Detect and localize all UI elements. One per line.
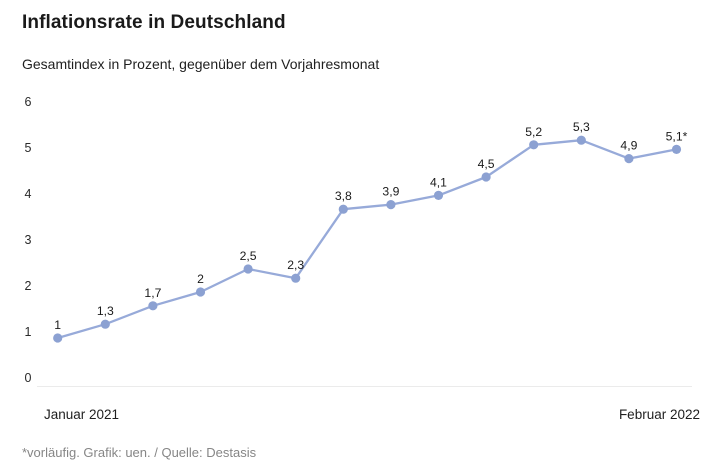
y-axis-tick-label: 5 [25, 141, 32, 155]
data-point [671, 144, 682, 154]
line-series [56, 139, 678, 340]
source-note: *vorläufig. Grafik: uen. / Quelle: Desta… [22, 445, 257, 460]
data-point-label: 5,1* [666, 129, 688, 143]
data-point-label: 2,5 [240, 249, 257, 263]
data-point-label: 5,2 [525, 125, 542, 139]
chart-subtitle: Gesamtindex in Prozent, gegenüber dem Vo… [22, 56, 380, 72]
data-point [624, 154, 634, 164]
page-title: Inflationsrate in Deutschland [22, 12, 286, 33]
data-point [433, 190, 444, 200]
y-axis-tick-label: 6 [25, 95, 32, 109]
data-point-label: 1,7 [144, 286, 161, 300]
y-axis-tick-label: 4 [25, 187, 32, 201]
data-point [291, 273, 301, 283]
data-point-label: 4,1 [430, 175, 447, 189]
data-point-label: 3,9 [382, 185, 399, 199]
data-point [100, 319, 110, 329]
x-axis-label-end: Februar 2022 [618, 407, 700, 422]
data-point-label: 3,8 [335, 189, 352, 203]
data-point [338, 204, 348, 214]
data-point [148, 301, 158, 311]
data-point [195, 287, 206, 297]
data-point-label: 4,9 [620, 139, 637, 153]
y-axis-tick-label: 1 [25, 325, 32, 339]
data-point-label: 2,3 [287, 258, 304, 272]
data-point-label: 1 [54, 318, 61, 332]
data-point-label: 5,3 [573, 120, 590, 134]
data-point-label: 1,3 [97, 304, 114, 318]
data-point-label: 2 [197, 272, 204, 286]
data-point [576, 135, 586, 145]
y-axis-tick-label: 3 [25, 233, 32, 247]
data-point [529, 140, 539, 150]
data-point [386, 200, 396, 210]
data-point [53, 333, 63, 343]
y-axis-tick-label: 2 [25, 279, 32, 293]
x-axis-label-start: Januar 2021 [44, 407, 120, 422]
y-axis-tick-label: 0 [25, 371, 32, 385]
data-point-label: 4,5 [478, 157, 495, 171]
data-point [243, 264, 253, 274]
data-point [481, 172, 491, 182]
